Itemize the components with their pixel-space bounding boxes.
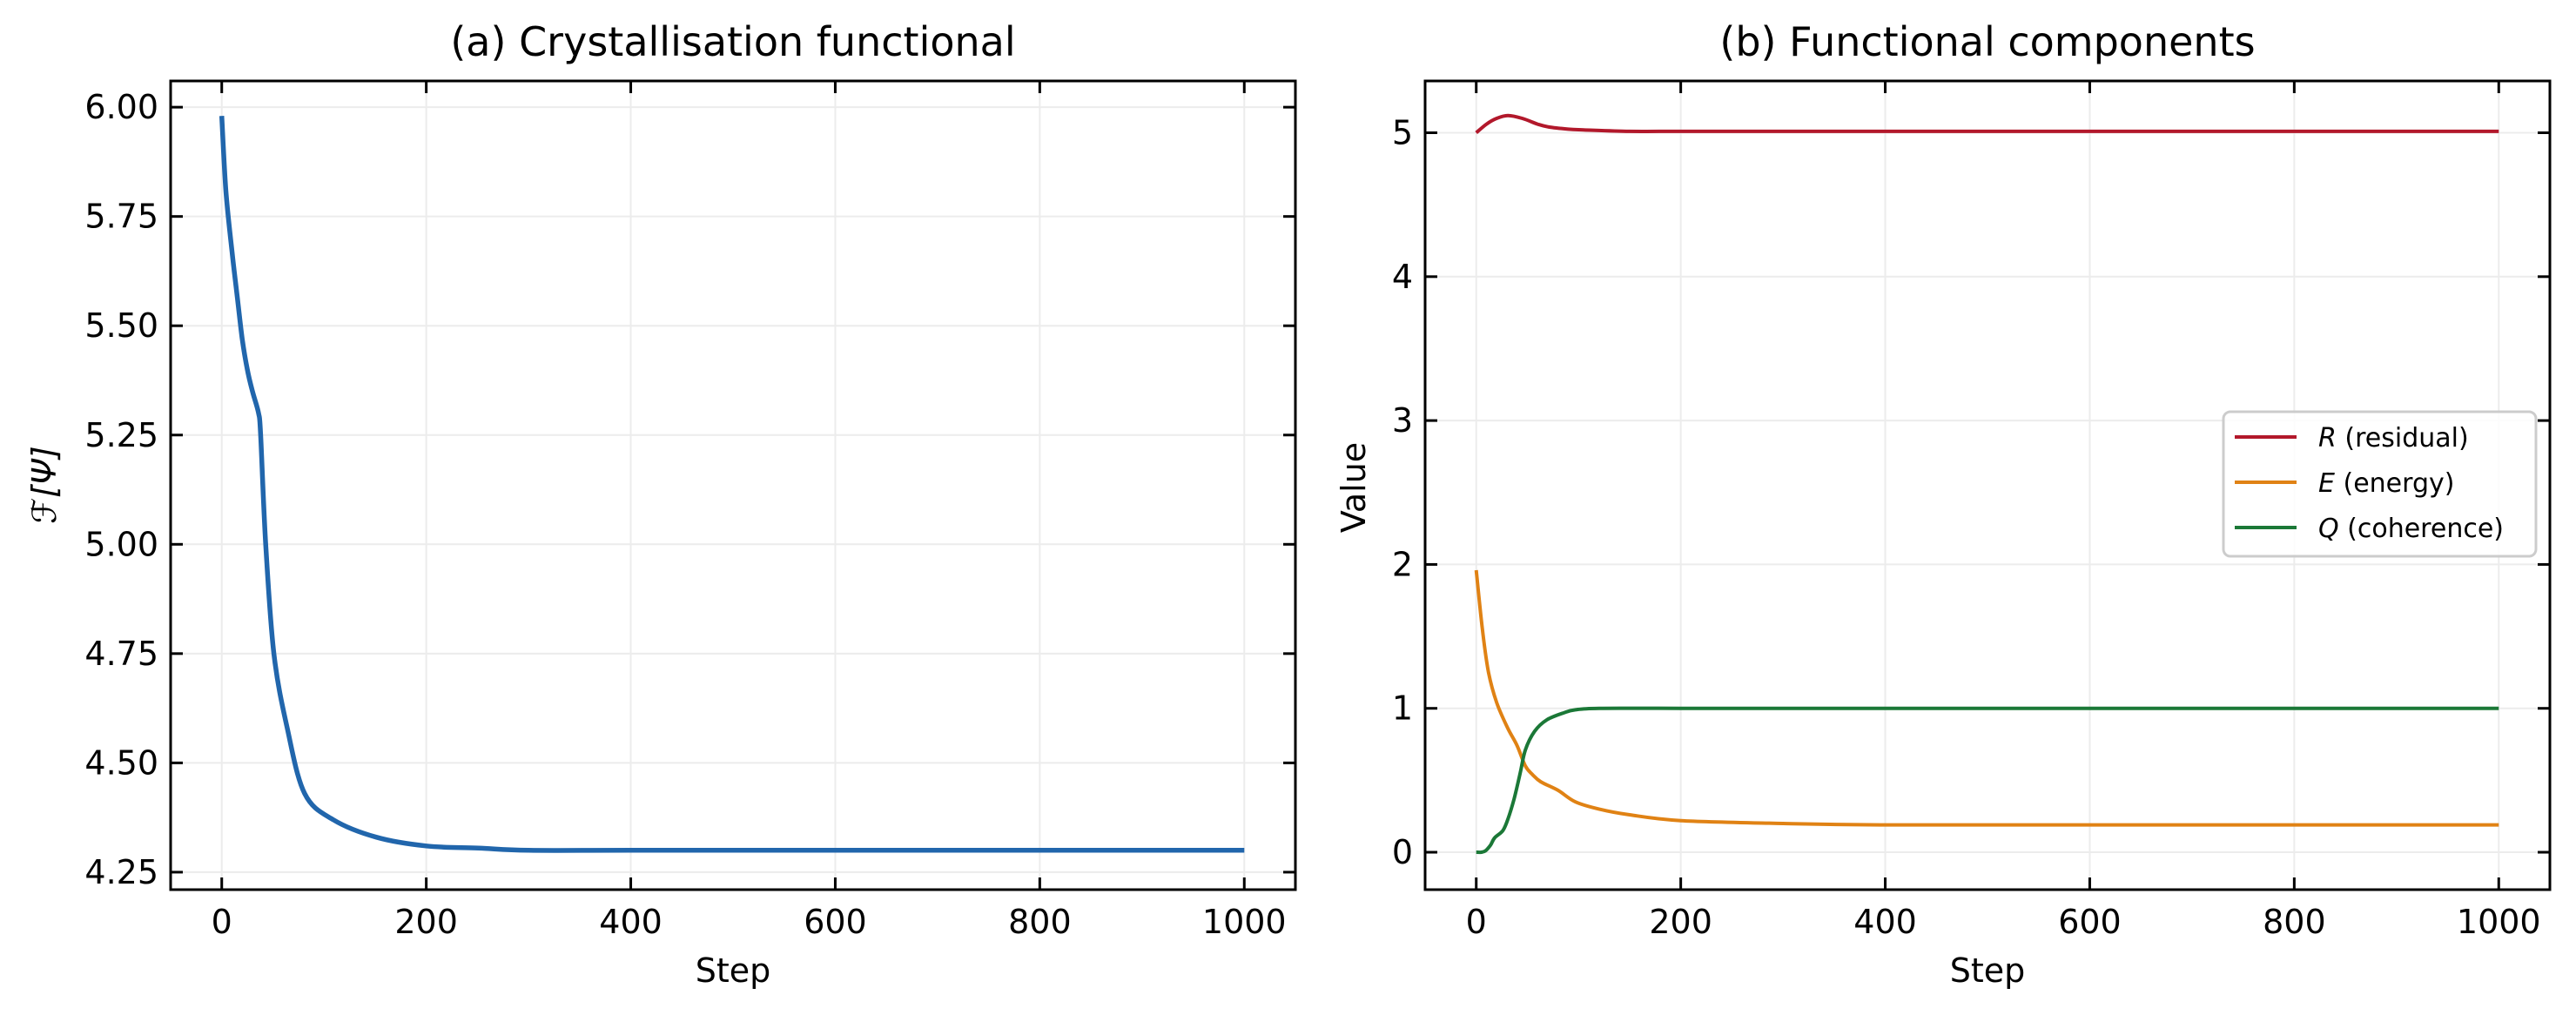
x-tick-label: 400: [1853, 903, 1917, 941]
panel-b-functional-components: (b) Functional components 0 200 400 600 800 1…: [1335, 18, 2552, 990]
panel-b-xlabel: Step: [1950, 951, 2026, 990]
x-tick-label: 200: [394, 903, 458, 941]
panel-b-axes-frame: [1423, 79, 2552, 891]
legend-label-q: Q (coherence): [2318, 514, 2504, 544]
y-tick-label: 2: [1392, 545, 1413, 583]
y-tick-label: 4.75: [84, 635, 158, 673]
panel-a-grid: [171, 81, 1295, 890]
y-tick-label: 4.50: [84, 743, 158, 782]
y-tick-label: 0: [1392, 833, 1413, 871]
series-line-r: [1475, 113, 2499, 135]
x-tick-label: 200: [1649, 903, 1712, 941]
x-tick-label: 800: [1008, 903, 1072, 941]
x-tick-label: 0: [1466, 903, 1487, 941]
panel-b-title: (b) Functional components: [1719, 18, 2255, 65]
panel-a-ticks: 0 200 400 600 800 1000 4.25 4.50 4.75 5.00 5.25 5.5…: [84, 81, 1295, 941]
x-tick-label: 400: [599, 903, 662, 941]
x-tick-label: 1000: [1202, 903, 1287, 941]
legend-box: [2222, 410, 2538, 558]
panel-a-ylabel: ℱ[Ψ]: [25, 446, 64, 523]
series-line-e: [1474, 569, 2499, 827]
series-line-f: [219, 116, 1245, 853]
y-tick-label: 5: [1392, 114, 1413, 152]
legend-label-r: R (residual): [2318, 423, 2469, 454]
panel-b-series: [1474, 113, 2499, 855]
y-tick-label: 3: [1392, 401, 1413, 440]
x-tick-label: 800: [2263, 903, 2326, 941]
panel-a-xlabel: Step: [696, 951, 771, 990]
y-tick-label: 6.00: [84, 88, 158, 126]
x-tick-label: 600: [2058, 903, 2122, 941]
x-tick-label: 0: [212, 903, 232, 941]
y-tick-label: 4.25: [84, 853, 158, 891]
y-tick-label: 5.75: [84, 198, 158, 236]
panel-a-title: (a) Crystallisation functional: [450, 18, 1015, 65]
panel-a-axes-frame: [169, 79, 1297, 891]
x-tick-label: 600: [804, 903, 867, 941]
legend-label-e: E (energy): [2318, 468, 2454, 499]
series-line-q: [1476, 706, 2499, 855]
y-tick-label: 5.50: [84, 306, 158, 345]
y-tick-label: 5.25: [84, 416, 158, 454]
panel-b-legend: R (residual) E (energy) Q (coherence): [2222, 410, 2538, 558]
panel-a-series: [219, 116, 1245, 853]
y-tick-label: 4: [1392, 258, 1413, 296]
panel-b-ticks: 0 200 400 600 800 1000 0 1 2 3 4 5: [1392, 81, 2550, 941]
y-tick-label: 5.00: [84, 525, 158, 563]
y-tick-label: 1: [1392, 689, 1413, 728]
panel-a-crystallisation-functional: (a) Crystallisation functional 0 200 400 60…: [25, 18, 1297, 990]
x-tick-label: 1000: [2457, 903, 2541, 941]
panel-b-ylabel: Value: [1335, 442, 1373, 533]
